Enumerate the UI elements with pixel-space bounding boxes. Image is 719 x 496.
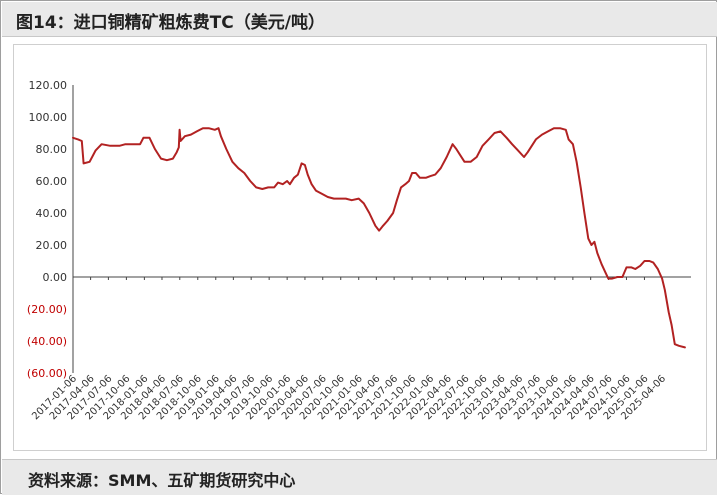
- series-layer: [72, 127, 686, 349]
- y-tick-label: (40.00): [27, 335, 67, 348]
- y-tick-label: 100.00: [29, 111, 68, 124]
- y-tick-label: (20.00): [27, 303, 67, 316]
- y-tick-label: 80.00: [36, 143, 68, 156]
- y-axis: 120.00 100.00 80.00 60.00 40.00 20.00 0.00 (20.…: [27, 79, 74, 380]
- y-tick-label: 20.00: [36, 239, 68, 252]
- y-tick-label: 0.00: [43, 271, 68, 284]
- x-axis: 2017-01-062017-04-062017-07-062017-10-06…: [30, 276, 691, 422]
- source-bar: 资料来源：SMM、五矿期货研究中心: [2, 459, 717, 495]
- line-chart: 120.00 100.00 80.00 60.00 40.00 20.00 0.00 (20.…: [27, 79, 691, 422]
- chart-title: 图14：进口铜精矿粗炼费TC（美元/吨）: [16, 13, 325, 33]
- y-tick-label: (60.00): [27, 367, 67, 380]
- tc-series-line: [72, 127, 686, 349]
- plot-area: [13, 44, 707, 451]
- y-tick-label: 40.00: [36, 207, 68, 220]
- source-note: 资料来源：SMM、五矿期货研究中心: [28, 471, 296, 490]
- y-tick-label: 120.00: [29, 79, 68, 92]
- y-tick-label: 60.00: [36, 175, 68, 188]
- title-bar: 图14：进口铜精矿粗炼费TC（美元/吨）: [2, 2, 717, 37]
